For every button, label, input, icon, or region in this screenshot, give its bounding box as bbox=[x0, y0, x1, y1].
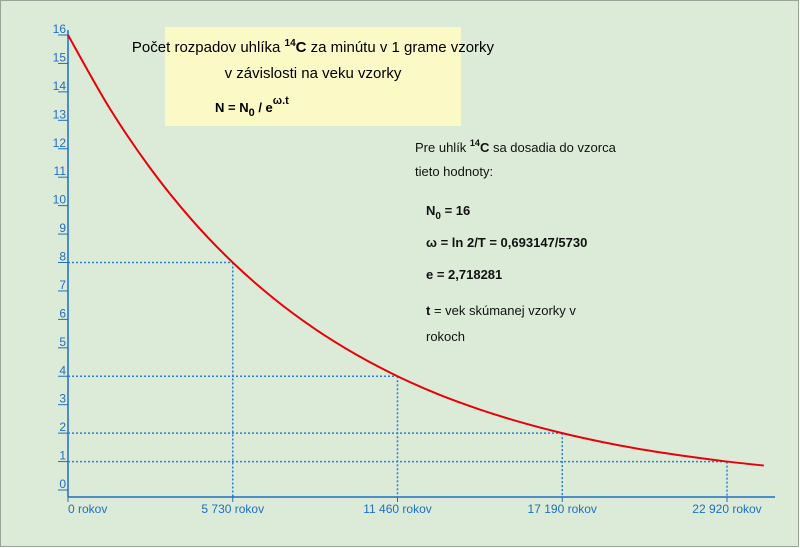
y-tick-label: 8 bbox=[59, 250, 66, 264]
title-text: Počet rozpadov uhlíka bbox=[132, 39, 285, 56]
note: rokoch bbox=[426, 329, 465, 344]
y-tick-label: 10 bbox=[53, 193, 67, 207]
note-text: N bbox=[426, 203, 435, 218]
y-tick-label: 16 bbox=[53, 22, 67, 36]
note-text: sa dosadia do vzorca bbox=[489, 140, 616, 155]
title-text: C bbox=[296, 39, 307, 56]
y-tick-label: 3 bbox=[59, 392, 66, 406]
y-tick-label: 13 bbox=[53, 107, 67, 121]
decay-curve bbox=[67, 34, 764, 467]
y-tick-label: 6 bbox=[59, 306, 66, 320]
y-tick-label: 11 bbox=[54, 164, 67, 178]
y-tick-label: 1 bbox=[59, 449, 66, 463]
formula-sub: 0 bbox=[249, 107, 255, 119]
note: tieto hodnoty: bbox=[415, 164, 493, 179]
note-text: t bbox=[426, 303, 431, 318]
note-text: C bbox=[480, 140, 490, 155]
note-sub: 0 bbox=[435, 211, 441, 222]
note: Pre uhlík 14C sa dosadia do vzorca bbox=[415, 138, 617, 155]
note-text: = vek skúmanej vzorky v bbox=[430, 303, 576, 318]
y-tick-label: 4 bbox=[59, 363, 66, 377]
note: ω = ln 2/T = 0,693147/5730 bbox=[426, 235, 587, 250]
y-tick-label: 12 bbox=[53, 136, 67, 150]
formula-sup: ω.t bbox=[273, 95, 289, 107]
note-sup: 14 bbox=[470, 138, 480, 148]
note-text: Pre uhlík bbox=[415, 140, 470, 155]
y-tick-label: 15 bbox=[53, 50, 67, 64]
y-tick-label: 0 bbox=[59, 477, 66, 491]
y-tick-label: 9 bbox=[59, 221, 66, 235]
title-text: za minútu v 1 grame vzorky bbox=[306, 39, 494, 56]
title-sup: 14 bbox=[285, 38, 297, 49]
note-text: = 16 bbox=[441, 203, 470, 218]
y-tick-label: 7 bbox=[59, 278, 66, 292]
x-tick-label: 5 730 rokov bbox=[201, 502, 264, 516]
chart-subtitle: v závislosti na veku vzorky bbox=[225, 65, 402, 82]
x-tick-label: 17 190 rokov bbox=[528, 502, 597, 516]
y-tick-label: 14 bbox=[53, 79, 67, 93]
y-tick-label: 2 bbox=[59, 420, 66, 434]
chart-title: Počet rozpadov uhlíka 14C za minútu v 1 … bbox=[132, 38, 495, 56]
note: N0 = 16 bbox=[426, 203, 470, 222]
x-tick-label: 22 920 rokov bbox=[692, 502, 761, 516]
formula-text: N = N bbox=[215, 100, 249, 115]
formula-text: / e bbox=[255, 100, 273, 115]
title-box bbox=[165, 27, 461, 126]
note: t = vek skúmanej vzorky v bbox=[426, 303, 576, 318]
x-tick-label: 11 460 rokov bbox=[363, 502, 432, 516]
x-tick-label: 0 rokov bbox=[68, 502, 107, 516]
formula: N = N0 / eω.t bbox=[215, 95, 289, 119]
note: e = 2,718281 bbox=[426, 267, 502, 282]
y-tick-label: 5 bbox=[59, 335, 66, 349]
